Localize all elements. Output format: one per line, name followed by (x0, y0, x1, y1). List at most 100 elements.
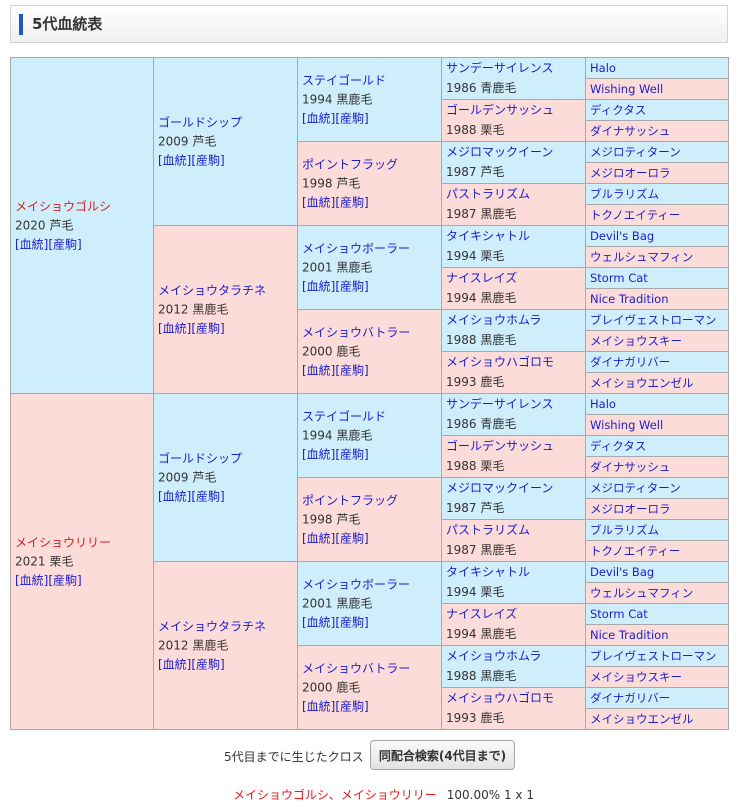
horse-name-link[interactable]: ステイゴールド (302, 73, 387, 87)
pedigree-link[interactable]: [血統] (302, 531, 336, 545)
horse-name-link[interactable]: パストラリズム (446, 523, 531, 537)
horse-name-link[interactable]: ブルラリズム (590, 523, 659, 537)
horse-name-link[interactable]: ブレイヴェストローマン (590, 313, 717, 327)
pedigree-cell-gen1: メイショウゴルシ 2020 芦毛 [血統][産駒] (10, 57, 154, 394)
horse-name-link[interactable]: Devil's Bag (590, 229, 655, 243)
horse-name-link[interactable]: ダイナサッシュ (590, 124, 671, 138)
horse-entry: メイショウタラチネ 2012 黒鹿毛 [血統][産駒] (158, 617, 266, 674)
horse-name-link[interactable]: ディクタス (590, 439, 647, 453)
horse-name-link[interactable]: メイショウホムラ (446, 649, 542, 663)
horse-name-link[interactable]: ゴールデンサッシュ (446, 439, 555, 453)
cross-result-names[interactable]: メイショウゴルシ、メイショウリリー (233, 788, 437, 802)
horse-name-link[interactable]: Halo (590, 61, 616, 75)
horse-name-link[interactable]: Wishing Well (590, 82, 664, 96)
horse-name-link[interactable]: メイショウスキー (590, 334, 682, 348)
horse-name-link[interactable]: ゴールドシップ (158, 451, 243, 465)
pedigree-link[interactable]: [血統] (302, 195, 336, 209)
pedigree-link[interactable]: [血統] (158, 489, 192, 503)
horse-name-link[interactable]: ブレイヴェストローマン (590, 649, 717, 663)
horse-name-link[interactable]: メジロオーロラ (590, 502, 671, 516)
horse-name-link[interactable]: メイショウバトラー (302, 325, 411, 339)
horse-name-link[interactable]: トクノエイティー (590, 208, 681, 222)
offspring-link[interactable]: [産駒] (335, 111, 369, 125)
pedigree-link[interactable]: [血統] (158, 153, 192, 167)
horse-name-link[interactable]: メイショウタラチネ (158, 619, 267, 633)
horse-name-link[interactable]: ウェルシュマフィン (590, 250, 694, 264)
pedigree-link[interactable]: [血統] (15, 573, 49, 587)
coat-color: 栗毛 (480, 123, 505, 137)
offspring-link[interactable]: [産駒] (48, 237, 82, 251)
horse-name-link[interactable]: パストラリズム (446, 187, 531, 201)
pedigree-link[interactable]: [血統] (302, 615, 336, 629)
offspring-link[interactable]: [産駒] (191, 657, 225, 671)
offspring-link[interactable]: [産駒] (335, 531, 369, 545)
offspring-link[interactable]: [産駒] (335, 195, 369, 209)
offspring-link[interactable]: [産駒] (48, 573, 82, 587)
pedigree-link[interactable]: [血統] (158, 321, 192, 335)
horse-name-link[interactable]: ナイスレイズ (446, 607, 518, 621)
pedigree-cell-gen5: メイショウスキー (585, 666, 729, 688)
offspring-link[interactable]: [産駒] (191, 489, 225, 503)
pedigree-link[interactable]: [血統] (158, 657, 192, 671)
horse-name-link[interactable]: メジロマックイーン (446, 481, 554, 495)
offspring-link[interactable]: [産駒] (335, 447, 369, 461)
horse-name-link[interactable]: サンデーサイレンス (446, 61, 554, 75)
horse-name-link[interactable]: メイショウゴルシ (15, 199, 112, 213)
horse-name-link[interactable]: ダイナガリバー (590, 355, 671, 369)
horse-name-link[interactable]: メイショウタラチネ (158, 283, 267, 297)
horse-name-link[interactable]: ダイナガリバー (590, 691, 671, 705)
horse-name-link[interactable]: Nice Tradition (590, 628, 669, 642)
offspring-link[interactable]: [産駒] (335, 363, 369, 377)
pedigree-link[interactable]: [血統] (302, 447, 336, 461)
horse-name-link[interactable]: メイショウスキー (590, 670, 682, 684)
offspring-link[interactable]: [産駒] (335, 699, 369, 713)
horse-name-link[interactable]: Wishing Well (590, 418, 664, 432)
pedigree-link[interactable]: [血統] (302, 111, 336, 125)
horse-name-link[interactable]: メイショウエンゼル (590, 376, 694, 390)
horse-name-link[interactable]: メイショウハゴロモ (446, 355, 555, 369)
offspring-link[interactable]: [産駒] (335, 615, 369, 629)
pedigree-links: [血統][産駒] (158, 151, 242, 170)
horse-name-link[interactable]: ポイントフラッグ (302, 157, 399, 171)
horse-name-link[interactable]: Storm Cat (590, 607, 648, 621)
horse-entry: メイショウリリー 2021 栗毛 [血統][産駒] (15, 533, 111, 590)
same-mating-search-button[interactable]: 同配合検索(4代目まで) (370, 740, 515, 770)
horse-name-link[interactable]: ディクタス (590, 103, 647, 117)
pedigree-link[interactable]: [血統] (302, 363, 336, 377)
horse-name-link[interactable]: トクノエイティー (590, 544, 681, 558)
pedigree-link[interactable]: [血統] (302, 279, 336, 293)
horse-name-link[interactable]: ナイスレイズ (446, 271, 518, 285)
offspring-link[interactable]: [産駒] (335, 279, 369, 293)
horse-name-link[interactable]: メイショウホムラ (446, 313, 542, 327)
horse-name-link[interactable]: メジロティターン (590, 481, 681, 495)
horse-name-link[interactable]: メイショウバトラー (302, 661, 411, 675)
horse-name-link[interactable]: ウェルシュマフィン (590, 586, 694, 600)
horse-name-link[interactable]: タイキシャトル (446, 229, 531, 243)
horse-name-link[interactable]: メジロティターン (590, 145, 681, 159)
horse-name-link[interactable]: ダイナサッシュ (590, 460, 671, 474)
horse-name-link[interactable]: メジロマックイーン (446, 145, 554, 159)
horse-name-link[interactable]: Storm Cat (590, 271, 648, 285)
horse-name-link[interactable]: メイショウハゴロモ (446, 691, 555, 705)
pedigree-link[interactable]: [血統] (15, 237, 49, 251)
horse-name-link[interactable]: Nice Tradition (590, 292, 669, 306)
horse-name-link[interactable]: ゴールデンサッシュ (446, 103, 555, 117)
pedigree-link[interactable]: [血統] (302, 699, 336, 713)
horse-name-link[interactable]: メジロオーロラ (590, 166, 671, 180)
horse-name-link[interactable]: ブルラリズム (590, 187, 659, 201)
horse-name-link[interactable]: メイショウリリー (15, 535, 112, 549)
horse-name-link[interactable]: メイショウボーラー (302, 577, 411, 591)
coat-color: 黒鹿毛 (192, 638, 229, 652)
horse-name-link[interactable]: サンデーサイレンス (446, 397, 554, 411)
pedigree-cell-gen5: ディクタス (585, 435, 729, 457)
horse-name-link[interactable]: メイショウエンゼル (590, 712, 694, 726)
horse-name-link[interactable]: Devil's Bag (590, 565, 655, 579)
horse-name-link[interactable]: ポイントフラッグ (302, 493, 399, 507)
offspring-link[interactable]: [産駒] (191, 153, 225, 167)
offspring-link[interactable]: [産駒] (191, 321, 225, 335)
horse-name-link[interactable]: ステイゴールド (302, 409, 387, 423)
horse-name-link[interactable]: タイキシャトル (446, 565, 531, 579)
horse-name-link[interactable]: ゴールドシップ (158, 115, 243, 129)
horse-name-link[interactable]: Halo (590, 397, 616, 411)
horse-name-link[interactable]: メイショウボーラー (302, 241, 411, 255)
